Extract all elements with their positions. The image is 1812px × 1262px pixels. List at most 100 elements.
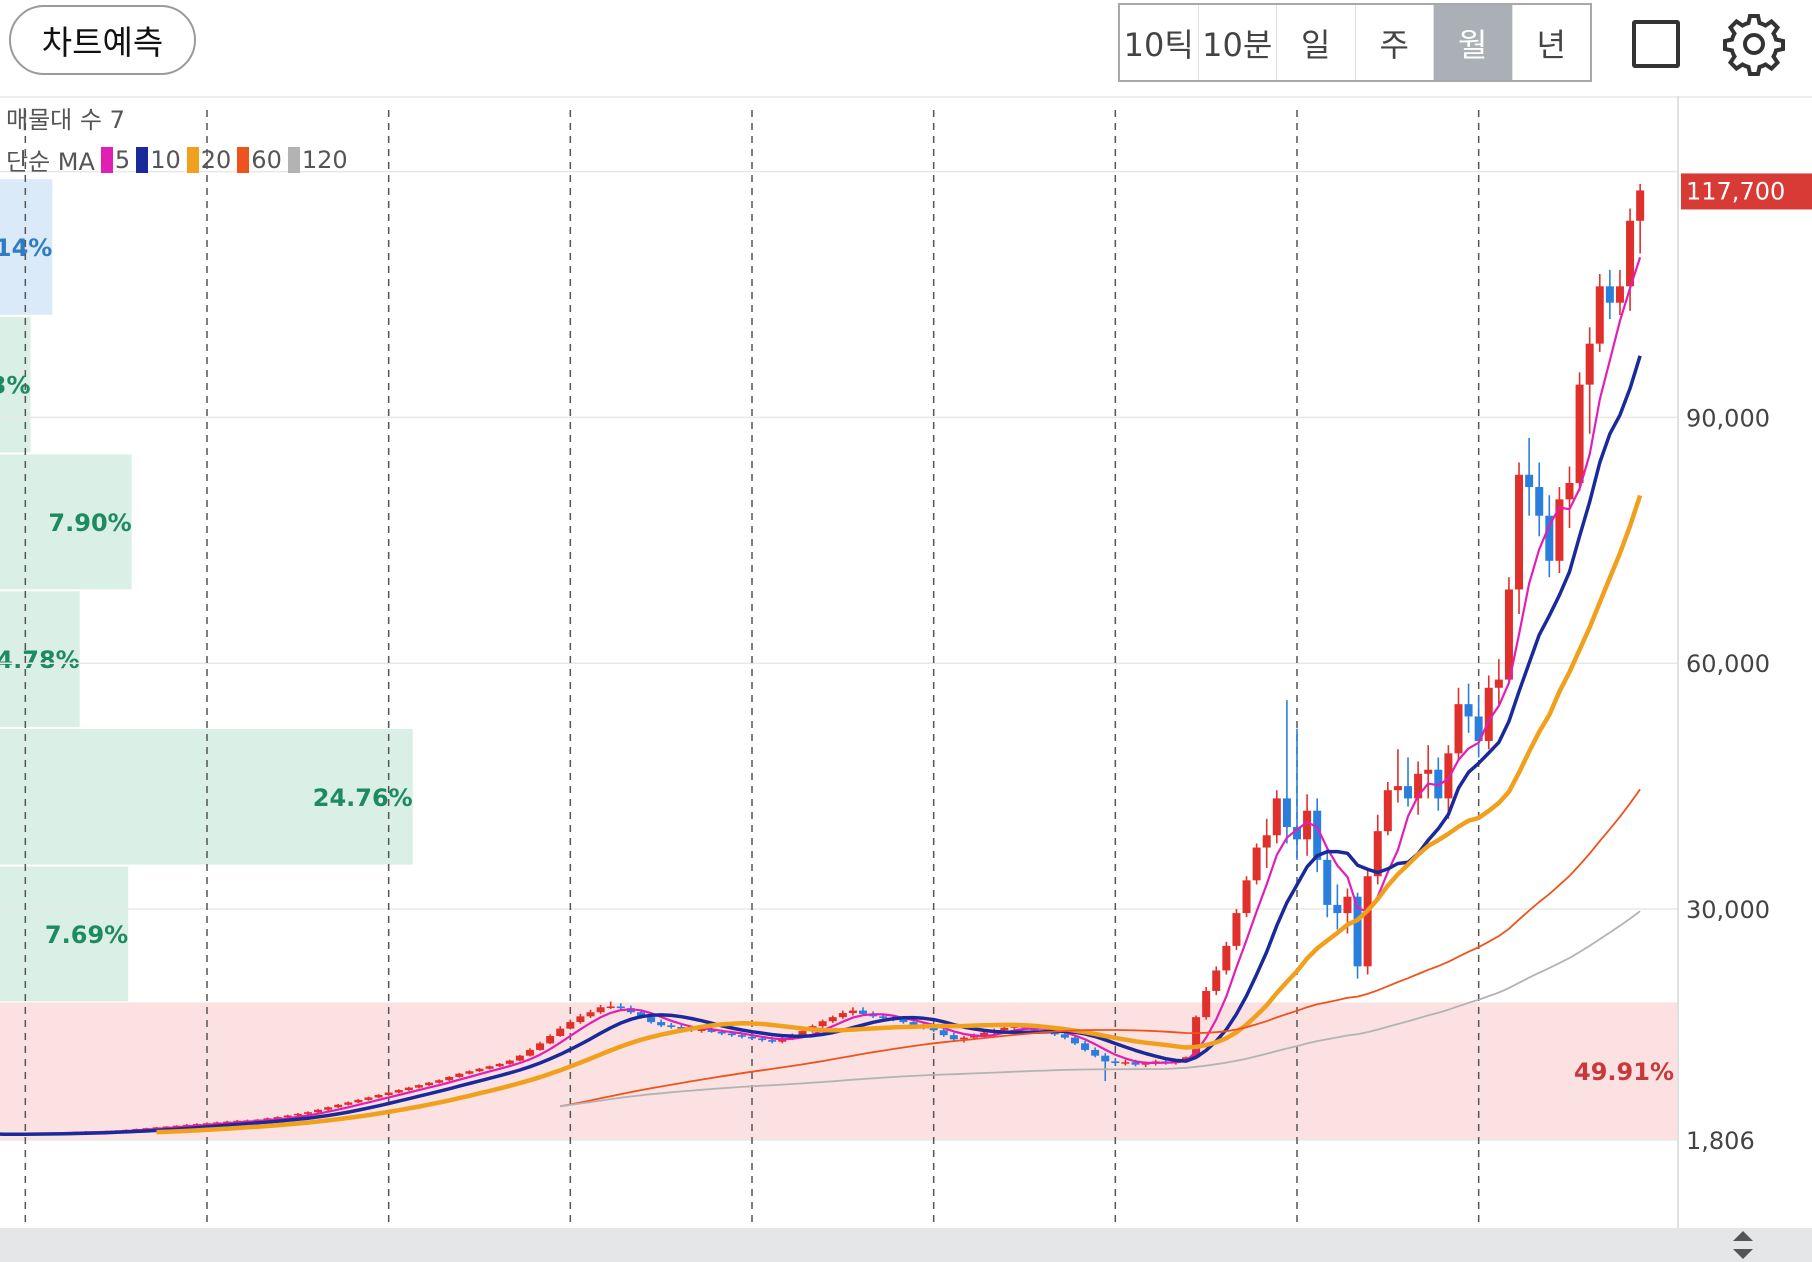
gear-icon[interactable]	[1722, 12, 1786, 76]
period-tabs: 10틱 10분 일 주 월 년	[1118, 3, 1592, 82]
ma20-period: 20	[200, 145, 232, 174]
ma5-period: 5	[114, 145, 131, 174]
ma120-swatch	[287, 146, 300, 173]
candle	[1323, 859, 1332, 905]
candle	[586, 1012, 595, 1017]
candle	[354, 1099, 363, 1103]
candle	[667, 1025, 676, 1027]
candle	[1615, 286, 1624, 303]
y-tick-label: 1,806	[1686, 1127, 1755, 1155]
ma10-swatch	[136, 146, 149, 173]
candle	[818, 1021, 827, 1027]
candle	[636, 1012, 645, 1018]
volume-profile-label: 4.78%	[0, 646, 80, 674]
candle	[879, 1016, 888, 1018]
candle	[1545, 515, 1554, 561]
candle	[1222, 945, 1231, 971]
tab-weekly[interactable]: 주	[1356, 5, 1434, 80]
ma60-swatch	[237, 146, 250, 173]
candle	[414, 1085, 423, 1088]
volume-profile-label: 24.76%	[313, 784, 413, 812]
candle	[273, 1117, 282, 1119]
candle	[838, 1013, 847, 1018]
candle	[465, 1071, 474, 1074]
candle	[394, 1090, 403, 1093]
candle	[959, 1037, 968, 1040]
tab-10-tick[interactable]: 10틱	[1120, 5, 1199, 80]
candle	[1585, 343, 1594, 385]
candle	[455, 1073, 464, 1077]
candle	[1464, 704, 1473, 717]
header-divider	[0, 96, 1812, 98]
candle	[1424, 769, 1433, 774]
candle	[1212, 970, 1221, 991]
candle	[1060, 1034, 1069, 1038]
candle	[1565, 482, 1574, 500]
candle	[495, 1063, 504, 1067]
candle	[677, 1026, 686, 1029]
candle	[475, 1068, 484, 1072]
tab-daily[interactable]: 일	[1277, 5, 1356, 80]
volume-profile-bar	[0, 591, 80, 727]
candle	[1515, 474, 1524, 590]
candle	[515, 1055, 524, 1061]
candle	[657, 1022, 666, 1026]
candle	[980, 1032, 989, 1036]
scroll-handle-icon[interactable]	[1726, 1228, 1760, 1262]
candle	[758, 1038, 767, 1041]
candle	[768, 1040, 777, 1042]
candle	[384, 1092, 393, 1095]
tab-yearly[interactable]: 년	[1536, 25, 1566, 64]
candle	[576, 1016, 585, 1023]
candle	[1242, 880, 1251, 914]
candle	[1293, 827, 1301, 840]
candle	[525, 1049, 534, 1056]
candle	[283, 1115, 292, 1118]
candle	[1535, 487, 1544, 516]
candle	[929, 1027, 938, 1031]
candle	[899, 1019, 908, 1023]
candle	[334, 1104, 343, 1108]
candle	[596, 1007, 605, 1013]
candle	[798, 1031, 807, 1036]
candle	[1232, 913, 1241, 946]
candle	[1393, 786, 1402, 791]
candle	[1525, 474, 1534, 488]
candle	[1555, 499, 1564, 561]
candle	[616, 1006, 625, 1009]
candle	[1091, 1049, 1100, 1056]
candle	[727, 1033, 736, 1036]
tab-10-minute[interactable]: 10분	[1199, 5, 1277, 80]
candle	[556, 1028, 565, 1036]
tab-monthly[interactable]: 월	[1434, 5, 1513, 80]
candle	[939, 1030, 948, 1036]
candle	[1252, 847, 1261, 881]
last-price-tag	[1681, 173, 1812, 210]
candle	[1575, 384, 1584, 483]
candle	[828, 1017, 837, 1022]
ma-legend-label: 단순 MA	[6, 148, 95, 176]
last-price-label: 117,700	[1686, 177, 1785, 205]
candle	[1303, 810, 1312, 840]
candle	[364, 1097, 373, 1100]
volume-profile-bar	[0, 179, 53, 315]
candle	[1363, 876, 1372, 967]
candle	[1373, 831, 1382, 877]
time-axis-strip[interactable]	[0, 1228, 1812, 1262]
ma20-swatch	[186, 146, 199, 173]
candle	[1474, 716, 1483, 742]
volume-profile-label: 49.91%	[1574, 1058, 1674, 1086]
y-tick-label: 60,000	[1686, 650, 1770, 678]
volume-profile-bar	[0, 866, 129, 1002]
candle	[909, 1022, 918, 1025]
chart-predict-button[interactable]: 차트예측	[9, 5, 196, 75]
candle	[1605, 286, 1614, 303]
ma-legend: 단순 MA 5 10 20 60 120	[6, 142, 348, 177]
price-chart[interactable]: 49.91%7.69%24.76%4.78%7.90%1.83%3.14%1,8…	[0, 96, 1812, 1228]
ma-line	[560, 910, 1641, 1108]
candle	[1313, 810, 1322, 860]
y-tick-label: 90,000	[1686, 404, 1770, 432]
candle	[566, 1022, 575, 1029]
volume-profile-bar	[0, 454, 132, 590]
square-icon[interactable]	[1632, 20, 1680, 68]
